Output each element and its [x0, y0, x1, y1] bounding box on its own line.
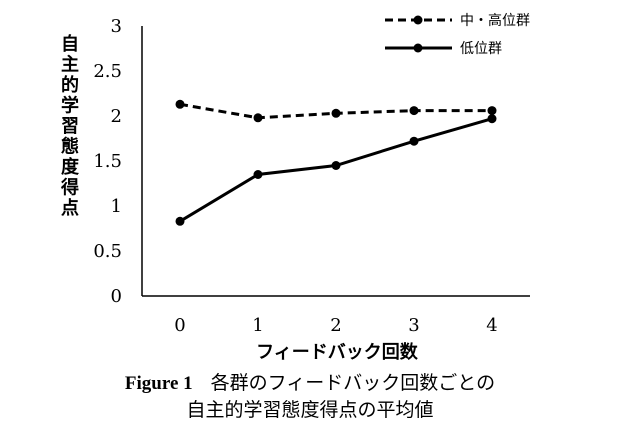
legend-label-1: 中・高位群	[460, 12, 530, 29]
x-tick-label: 0	[174, 315, 185, 336]
y-axis-title-text: 自主的学習態度得点	[60, 33, 80, 219]
x-axis-title: フィードバック回数	[256, 341, 419, 360]
data-point-series-1	[331, 108, 341, 118]
data-point-series-2	[175, 216, 185, 226]
legend-marker-2	[413, 43, 423, 53]
y-tick-label: 0	[111, 286, 122, 307]
y-axis-title: 自主的学習態度得点	[60, 33, 80, 219]
y-tick-label: 0.5	[93, 241, 122, 262]
figure-label: Figure 1	[124, 373, 193, 394]
y-tick-labels: 0 0.5 1 1.5 2 2.5 3	[93, 16, 122, 307]
legend-label-2: 低位群	[460, 41, 502, 57]
figure-caption-line-2: 自主的学習態度得点の平均値	[0, 395, 620, 422]
y-tick-label: 1	[111, 196, 122, 217]
data-point-series-1	[175, 99, 185, 109]
y-tick-label: 2.5	[93, 61, 122, 82]
y-tick-label: 2	[111, 106, 122, 127]
y-tick-label: 1.5	[93, 151, 122, 172]
data-point-series-1	[253, 113, 263, 123]
data-point-series-1	[487, 106, 497, 116]
data-point-series-2	[331, 161, 341, 170]
x-tick-label: 1	[252, 315, 263, 336]
x-tick-label: 2	[330, 315, 341, 336]
data-point-series-2	[253, 170, 263, 179]
data-point-series-2	[487, 114, 497, 124]
x-tick-label: 3	[408, 315, 419, 336]
data-point-series-2	[409, 136, 419, 146]
x-tick-labels: 0 1 2 3 4	[174, 315, 497, 336]
x-tick-label: 4	[486, 315, 497, 336]
axes	[141, 26, 530, 297]
y-tick-label: 3	[111, 16, 122, 37]
figure-caption-line-1: Figure 1 各群のフィードバック回数ごとの	[0, 368, 620, 395]
caption-text-2: 自主的学習態度得点の平均値	[186, 399, 434, 421]
series-group	[175, 99, 497, 226]
legend-marker-1	[413, 15, 423, 25]
data-point-series-1	[409, 106, 419, 116]
caption-text-1: 各群のフィードバック回数ごとの	[210, 372, 496, 394]
